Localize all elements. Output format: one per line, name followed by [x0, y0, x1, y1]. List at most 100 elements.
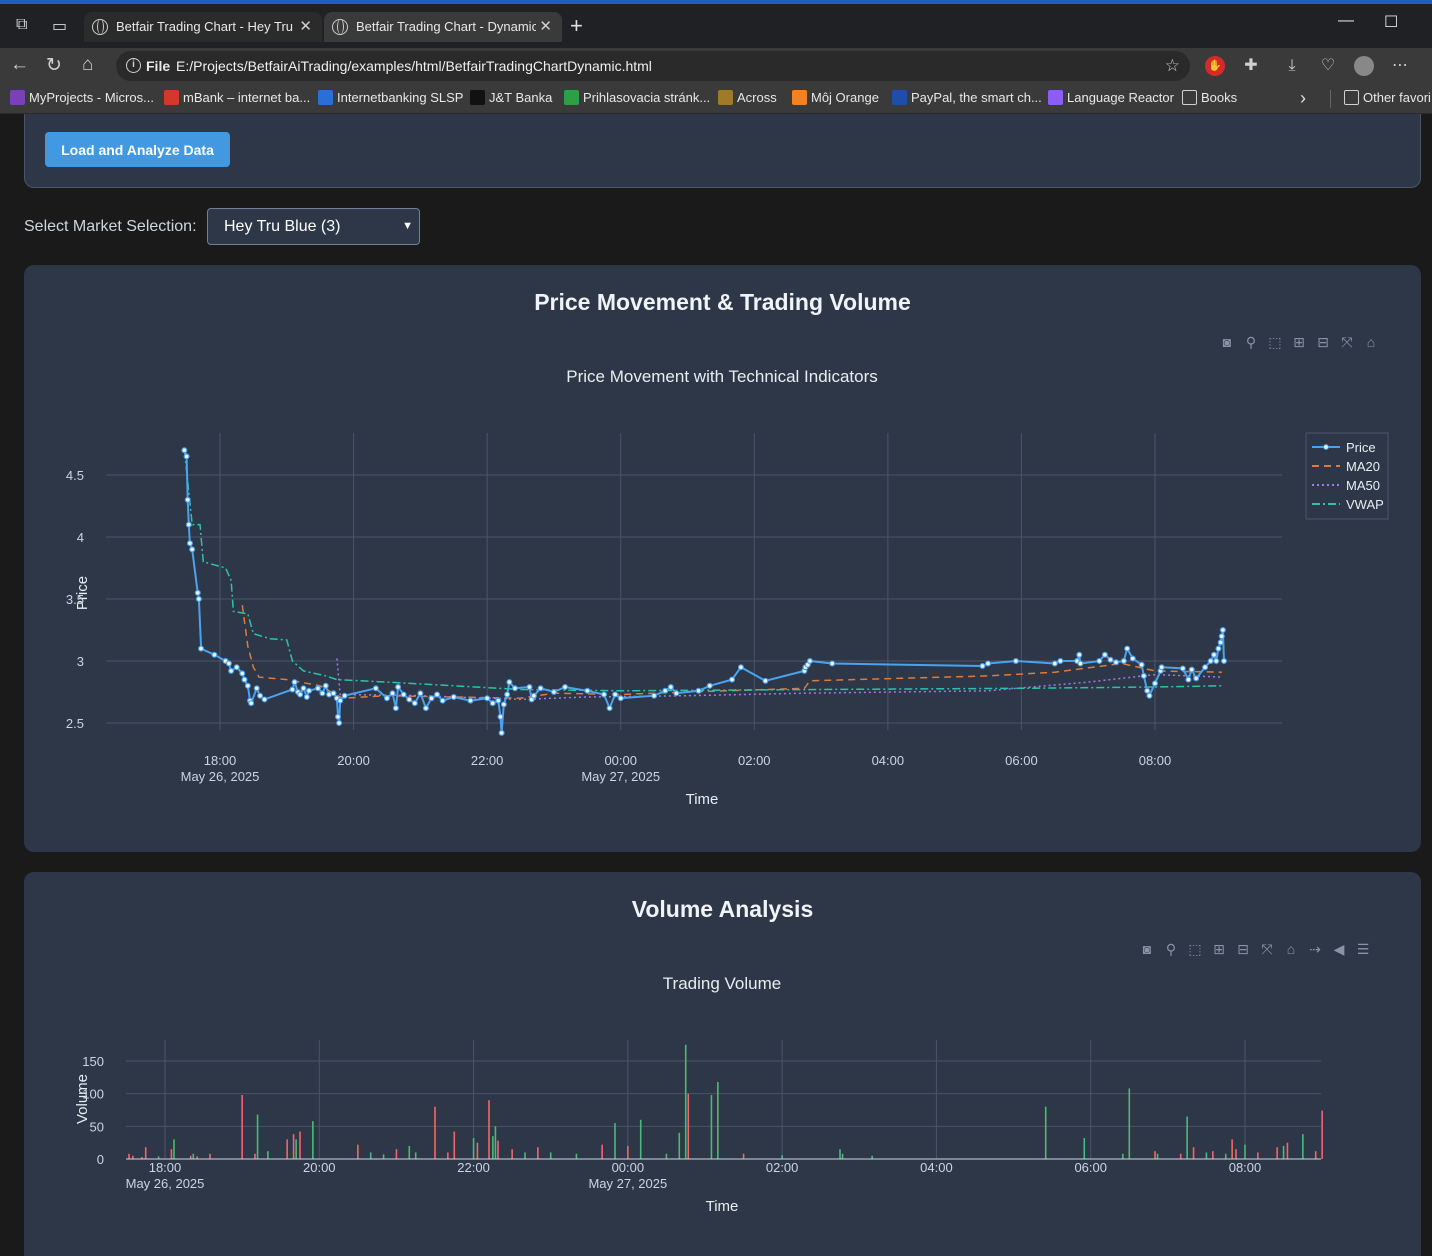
price-point[interactable] [1076, 651, 1083, 658]
tab-hey-tru-blu[interactable]: Betfair Trading Chart - Hey Tru Blu ✕ [84, 12, 322, 42]
price-point[interactable] [1057, 658, 1064, 665]
price-point[interactable] [1124, 645, 1131, 652]
price-point[interactable] [241, 676, 248, 683]
volume-bar[interactable] [839, 1149, 841, 1159]
price-point[interactable] [1185, 676, 1192, 683]
hover-compare-icon[interactable]: ☰ [1356, 941, 1370, 957]
volume-bar[interactable] [687, 1093, 690, 1159]
price-point[interactable] [829, 660, 836, 667]
camera-icon[interactable]: ◙ [1222, 334, 1232, 350]
price-point[interactable] [314, 685, 321, 692]
volume-bar[interactable] [742, 1153, 745, 1159]
price-point[interactable] [1140, 672, 1147, 679]
volume-bar[interactable] [299, 1131, 301, 1159]
price-point[interactable] [186, 540, 193, 547]
bookmarks-overflow-chevron-icon[interactable]: › [1300, 88, 1306, 108]
bookmark-language-reactor[interactable]: Language Reactor [1048, 90, 1174, 105]
volume-bar[interactable] [781, 1155, 783, 1159]
volume-bar[interactable] [1244, 1144, 1246, 1159]
volume-bar[interactable] [511, 1149, 513, 1159]
more-menu-icon[interactable]: ⋯ [1392, 57, 1408, 74]
reset-axes-home-icon[interactable]: ⌂ [1286, 941, 1296, 957]
price-point[interactable] [233, 664, 240, 671]
price-point[interactable] [498, 729, 505, 736]
price-point[interactable] [297, 691, 304, 698]
volume-bar[interactable] [414, 1152, 417, 1159]
bookmark-internetbanking-slsp[interactable]: Internetbanking SLSP [318, 90, 463, 105]
volume-chart[interactable]: Trading Volume Time Volume 0 50 100 150 18:0… [24, 872, 1421, 1256]
bookmark-books[interactable]: Books [1182, 90, 1237, 105]
price-point[interactable] [1129, 655, 1136, 662]
volume-bar[interactable] [241, 1094, 243, 1159]
volume-bar[interactable] [267, 1151, 269, 1159]
volume-bar[interactable] [575, 1153, 578, 1159]
price-point[interactable] [225, 660, 232, 667]
price-point[interactable] [189, 546, 196, 553]
back-icon[interactable]: ← [10, 54, 29, 75]
price-point[interactable] [337, 697, 344, 704]
bookmark-across[interactable]: Across [718, 90, 777, 105]
price-point[interactable] [562, 684, 569, 691]
price-point[interactable] [392, 705, 399, 712]
price-point[interactable] [185, 521, 192, 528]
volume-bar[interactable] [1321, 1110, 1323, 1159]
volume-bar[interactable] [665, 1153, 668, 1159]
price-point[interactable] [395, 684, 402, 691]
zoom-in-icon[interactable]: ⊞ [1293, 334, 1305, 350]
volume-bar[interactable] [369, 1152, 372, 1159]
price-point[interactable] [497, 713, 504, 720]
volume-bar[interactable] [128, 1153, 130, 1159]
series-ma50-line[interactable] [336, 658, 1222, 701]
price-point[interactable] [584, 687, 591, 694]
series-vwap-line[interactable] [183, 450, 1222, 692]
tab-dynamic[interactable]: Betfair Trading Chart - Dynamic D ✕ [324, 12, 562, 42]
price-point[interactable] [1213, 658, 1220, 665]
price-point[interactable] [606, 705, 613, 712]
bookmark-other-favorites[interactable]: Other favori [1344, 90, 1431, 105]
price-point[interactable] [330, 690, 337, 697]
volume-bar[interactable] [286, 1139, 288, 1159]
price-point[interactable] [1210, 651, 1217, 658]
volume-bar[interactable] [841, 1153, 844, 1159]
volume-bar[interactable] [141, 1157, 143, 1159]
autoscale-icon[interactable]: ⤧ [1341, 334, 1353, 350]
volume-bar[interactable] [1122, 1153, 1124, 1159]
volume-bar[interactable] [292, 1134, 295, 1159]
price-point[interactable] [1179, 665, 1186, 672]
reload-icon[interactable]: ↻ [46, 55, 62, 76]
volume-bar[interactable] [170, 1149, 173, 1159]
price-point[interactable] [181, 447, 188, 454]
price-point[interactable] [211, 651, 218, 658]
price-point[interactable] [261, 696, 268, 703]
price-point[interactable] [1120, 658, 1127, 665]
box-select-icon[interactable]: ⬚ [1188, 941, 1202, 957]
price-point[interactable] [1101, 651, 1108, 658]
price-point[interactable] [450, 693, 457, 700]
price-point[interactable] [1096, 658, 1103, 665]
volume-bar[interactable] [395, 1149, 398, 1159]
price-point[interactable] [500, 701, 507, 708]
price-point[interactable] [504, 691, 511, 698]
volume-bar[interactable] [871, 1155, 873, 1159]
price-point[interactable] [806, 658, 813, 665]
profile-avatar[interactable] [1354, 56, 1374, 76]
price-point[interactable] [198, 645, 205, 652]
spike-lines-icon[interactable]: ⇢ [1309, 941, 1321, 957]
price-point[interactable] [729, 676, 736, 683]
volume-bar[interactable] [189, 1155, 192, 1159]
hover-closest-icon[interactable]: ◀ [1333, 941, 1345, 957]
zoom-out-icon[interactable]: ⊟ [1237, 941, 1249, 957]
volume-bar[interactable] [1179, 1153, 1182, 1159]
price-point[interactable] [400, 691, 407, 698]
volume-bar[interactable] [256, 1114, 259, 1159]
price-point[interactable] [228, 667, 235, 674]
price-chart[interactable]: Price Movement with Technical Indicators… [24, 265, 1421, 852]
price-point[interactable] [406, 696, 413, 703]
price-point[interactable] [1146, 692, 1153, 699]
volume-bar[interactable] [537, 1147, 539, 1159]
url-text[interactable]: E:/Projects/BetfairAiTrading/examples/ht… [176, 58, 652, 74]
price-point[interactable] [550, 689, 557, 696]
volume-bar[interactable] [132, 1155, 134, 1159]
price-point[interactable] [651, 692, 658, 699]
price-point[interactable] [239, 670, 246, 677]
